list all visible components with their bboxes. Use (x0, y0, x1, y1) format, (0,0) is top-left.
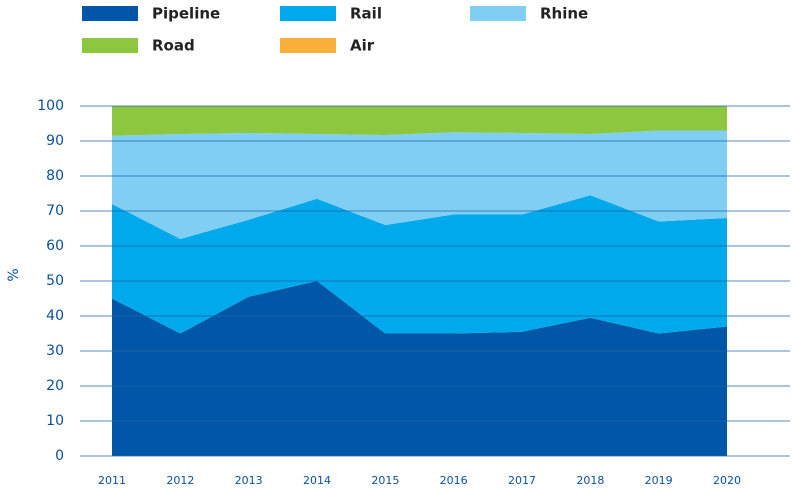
area (112, 106, 727, 136)
y-tick-label: 0 (55, 448, 64, 464)
y-tick-label: 40 (46, 308, 64, 324)
y-tick-label: 50 (46, 273, 64, 289)
y-tick-label: 60 (46, 238, 64, 254)
y-tick-label: 10 (46, 413, 64, 429)
x-tick-label: 2014 (303, 474, 331, 487)
legend-label: Rail (350, 5, 382, 23)
area (112, 130, 727, 239)
x-tick-label: 2020 (713, 474, 741, 487)
x-tick-label: 2011 (98, 474, 126, 487)
area (112, 281, 727, 456)
y-tick-label: 30 (46, 343, 64, 359)
legend-swatch (280, 38, 336, 53)
x-tick-label: 2016 (440, 474, 468, 487)
legend-label: Rhine (540, 5, 588, 23)
x-tick-label: 2019 (645, 474, 673, 487)
x-tick-label: 2015 (371, 474, 399, 487)
area (112, 195, 727, 334)
legend-label: Air (350, 37, 375, 55)
legend-label: Road (152, 37, 195, 55)
y-tick-label: 20 (46, 378, 64, 394)
y-tick-label: 100 (37, 98, 64, 114)
legend-swatch (280, 6, 336, 21)
legend-swatch (82, 38, 138, 53)
y-tick-label: 70 (46, 203, 64, 219)
x-tick-label: 2013 (235, 474, 263, 487)
legend-label: Pipeline (152, 5, 220, 23)
x-tick-label: 2018 (576, 474, 604, 487)
areas (112, 106, 727, 456)
y-axis-label: % (6, 268, 22, 281)
y-tick-label: 80 (46, 168, 64, 184)
x-tick-label: 2017 (508, 474, 536, 487)
x-tick-label: 2012 (166, 474, 194, 487)
legend-swatch (82, 6, 138, 21)
legend-swatch (470, 6, 526, 21)
y-tick-label: 90 (46, 133, 64, 149)
grid (80, 105, 790, 457)
